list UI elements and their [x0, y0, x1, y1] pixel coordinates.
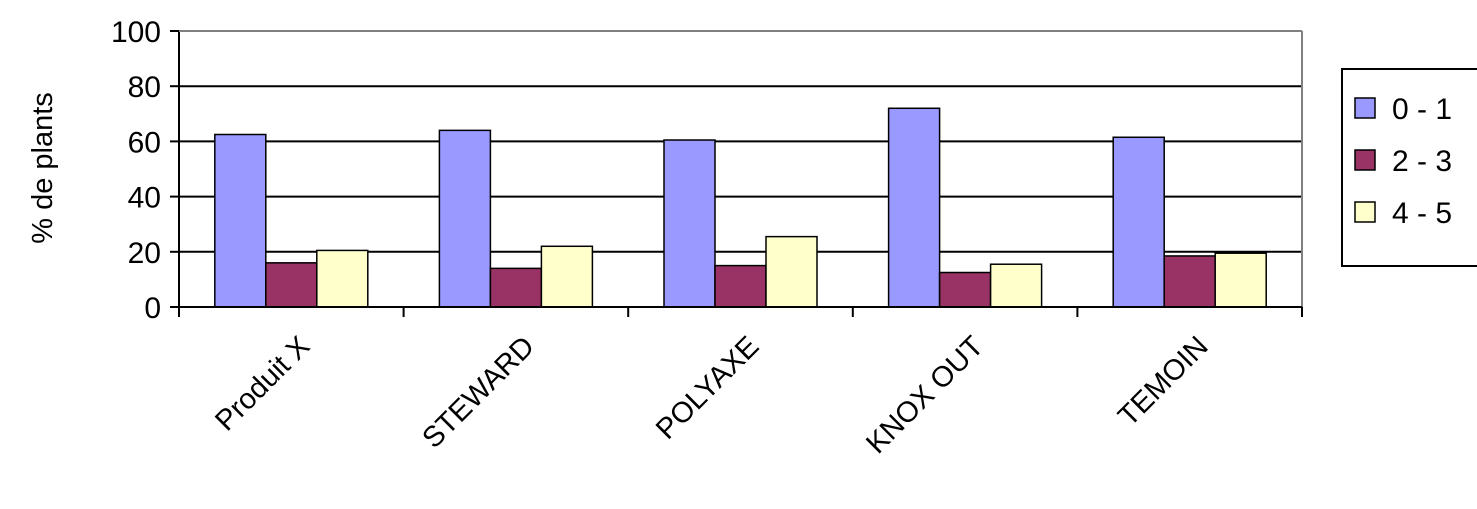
category-label: POLYAXE — [650, 330, 765, 445]
legend-swatch — [1354, 97, 1376, 119]
y-tick-label: 80 — [128, 71, 161, 104]
legend: 0 - 1 2 - 3 4 - 5 — [1341, 68, 1477, 267]
bars — [214, 107, 1267, 308]
y-tick-labels: 0 20 40 60 80 100 — [111, 16, 161, 325]
legend-label: 4 - 5 — [1392, 197, 1452, 230]
bar-2-3-steward — [489, 267, 543, 308]
bar-0-1-temoin — [1112, 136, 1165, 308]
bar-4-5-knox-out — [989, 263, 1043, 308]
category-label: STEWARD — [416, 330, 540, 454]
bar-4-5-polyaxe — [765, 235, 818, 308]
bar-2-3-temoin — [1163, 255, 1216, 308]
axes — [170, 30, 1303, 317]
y-tick-label: 40 — [128, 182, 161, 215]
category-label: Produit X — [209, 330, 316, 437]
y-tick-label: 20 — [128, 237, 161, 270]
bar-2-3-knox-out — [938, 271, 992, 308]
legend-label: 0 - 1 — [1392, 93, 1452, 126]
bar-0-1-produit-x — [214, 133, 267, 308]
bar-4-5-temoin — [1214, 252, 1267, 308]
y-tick-label: 0 — [144, 292, 161, 325]
bar-0-1-polyaxe — [663, 139, 716, 308]
bar-0-1-steward — [438, 129, 492, 308]
legend-swatch — [1354, 201, 1376, 223]
y-axis-title: % de plants — [27, 92, 59, 244]
legend-label: 2 - 3 — [1392, 145, 1452, 178]
category-labels: Produit X STEWARD POLYAXE KNOX OUT TEMOIN — [209, 330, 1214, 460]
bar-2-3-produit-x — [265, 262, 318, 308]
bar-4-5-steward — [540, 245, 594, 308]
category-label: TEMOIN — [1112, 330, 1214, 432]
y-tick-label: 60 — [128, 126, 161, 159]
y-tick-label: 100 — [111, 16, 161, 49]
bar-4-5-produit-x — [316, 249, 369, 308]
bar-0-1-knox-out — [887, 107, 941, 308]
category-label: KNOX OUT — [860, 330, 990, 460]
legend-swatch — [1354, 149, 1376, 171]
bar-2-3-polyaxe — [714, 264, 767, 308]
